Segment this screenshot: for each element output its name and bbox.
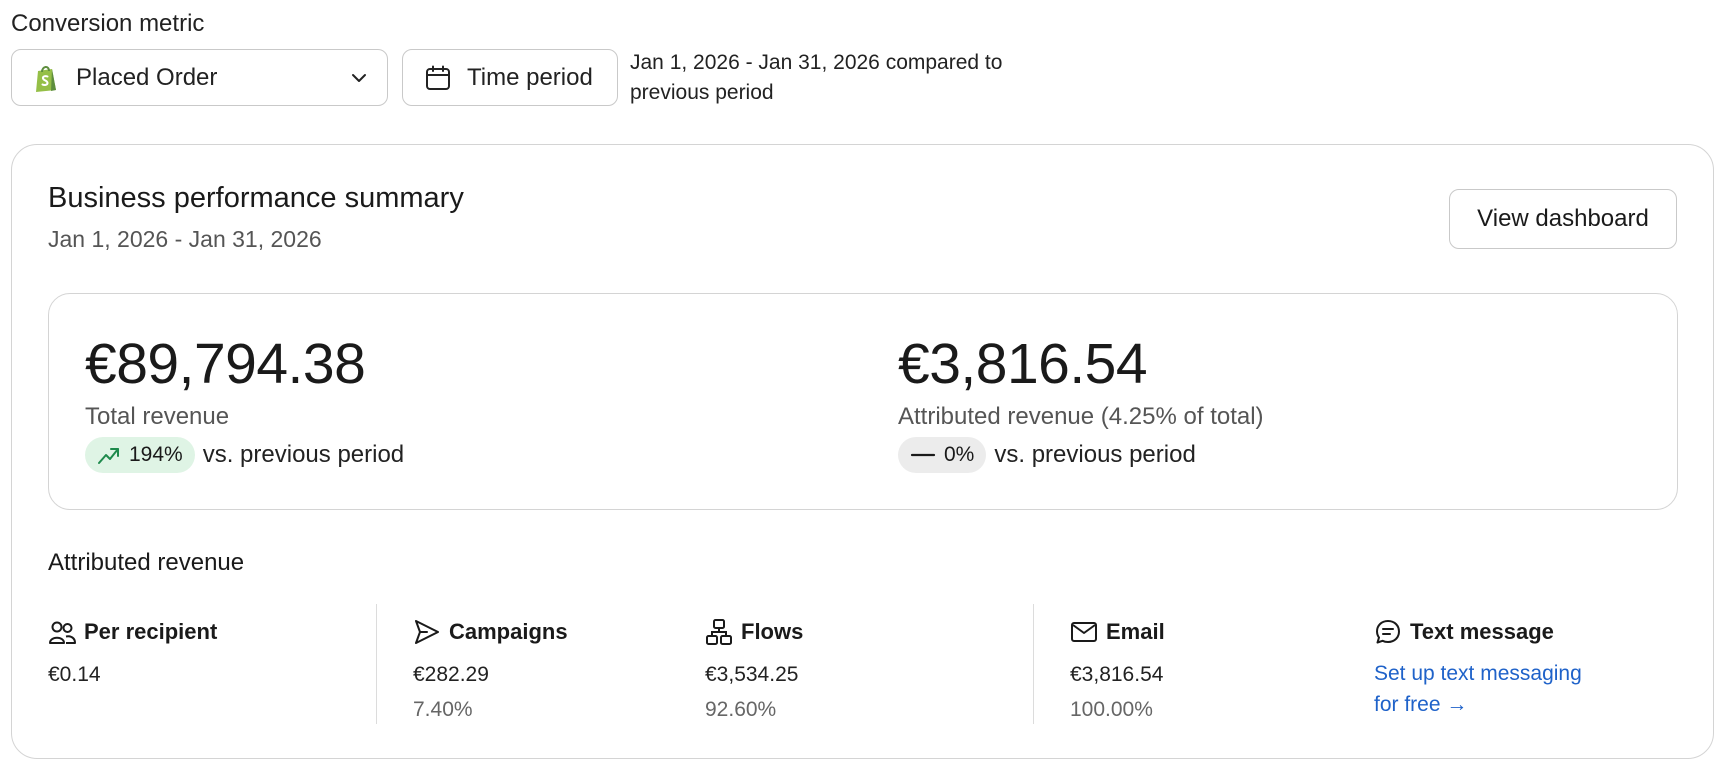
total-revenue-value: €89,794.38 xyxy=(85,332,366,396)
metric-campaigns: Campaigns €282.29 7.40% xyxy=(413,615,568,722)
conversion-metric-label: Conversion metric xyxy=(11,10,205,37)
business-performance-card xyxy=(11,144,1714,759)
mail-icon xyxy=(1071,622,1097,642)
email-label: Email xyxy=(1106,619,1165,644)
per-recipient-label: Per recipient xyxy=(84,619,218,644)
flows-percent: 92.60% xyxy=(705,698,777,721)
setup-text-messaging-link[interactable]: Set up text messaging for free → xyxy=(1374,662,1582,716)
column-divider xyxy=(376,604,377,724)
email-percent: 100.00% xyxy=(1070,698,1153,721)
flow-icon xyxy=(706,619,732,645)
attributed-change-value: 0% xyxy=(944,443,975,466)
campaigns-value: €282.29 xyxy=(413,663,489,686)
metric-flows: Flows €3,534.25 92.60% xyxy=(705,615,803,722)
total-change-value: 194% xyxy=(129,443,183,466)
calendar-icon xyxy=(426,65,450,90)
total-revenue-comparison: 194% vs. previous period xyxy=(85,437,404,473)
view-dashboard-button[interactable]: View dashboard xyxy=(1449,189,1677,249)
comparison-text: vs. previous period xyxy=(202,441,405,468)
email-value: €3,816.54 xyxy=(1070,663,1164,686)
metric-email: Email €3,816.54 100.00% xyxy=(1070,615,1165,722)
shopify-icon xyxy=(36,65,56,92)
selected-metric: Placed Order xyxy=(76,63,218,91)
time-period-button[interactable]: Time period xyxy=(402,49,618,106)
time-period-label: Time period xyxy=(467,63,593,91)
text-message-label: Text message xyxy=(1410,619,1554,644)
campaigns-label: Campaigns xyxy=(449,619,568,644)
change-badge-positive: 194% xyxy=(85,437,195,473)
campaigns-percent: 7.40% xyxy=(413,698,473,721)
chevron-down-icon xyxy=(352,73,366,82)
revenue-summary-box xyxy=(48,293,1678,510)
total-revenue-label: Total revenue xyxy=(85,403,230,430)
attributed-revenue-comparison: 0% vs. previous period xyxy=(898,437,1196,473)
flows-value: €3,534.25 xyxy=(705,663,799,686)
per-recipient-value: €0.14 xyxy=(48,663,101,686)
message-icon xyxy=(1376,620,1400,644)
metric-text-message: Text message Set up text messaging for f… xyxy=(1374,615,1604,720)
send-icon xyxy=(415,620,439,644)
card-date-range: Jan 1, 2026 - Jan 31, 2026 xyxy=(48,226,322,252)
attributed-revenue-label: Attributed revenue (4.25% of total) xyxy=(898,403,1264,430)
flows-label: Flows xyxy=(741,619,804,644)
change-badge-neutral: 0% xyxy=(898,437,987,473)
comparison-text: vs. previous period xyxy=(994,441,1196,468)
conversion-metric-select[interactable]: Placed Order xyxy=(11,49,388,106)
card-title: Business performance summary xyxy=(48,182,464,214)
people-icon xyxy=(49,621,76,644)
period-description: Jan 1, 2026 - Jan 31, 2026 compared to p… xyxy=(630,51,1003,104)
trending-up-icon xyxy=(98,448,119,464)
attributed-revenue-heading: Attributed revenue xyxy=(48,549,245,576)
column-divider xyxy=(1033,604,1034,724)
attributed-revenue-value: €3,816.54 xyxy=(898,332,1148,396)
dash-icon xyxy=(910,453,936,457)
metric-per-recipient: Per recipient €0.14 xyxy=(48,615,217,687)
